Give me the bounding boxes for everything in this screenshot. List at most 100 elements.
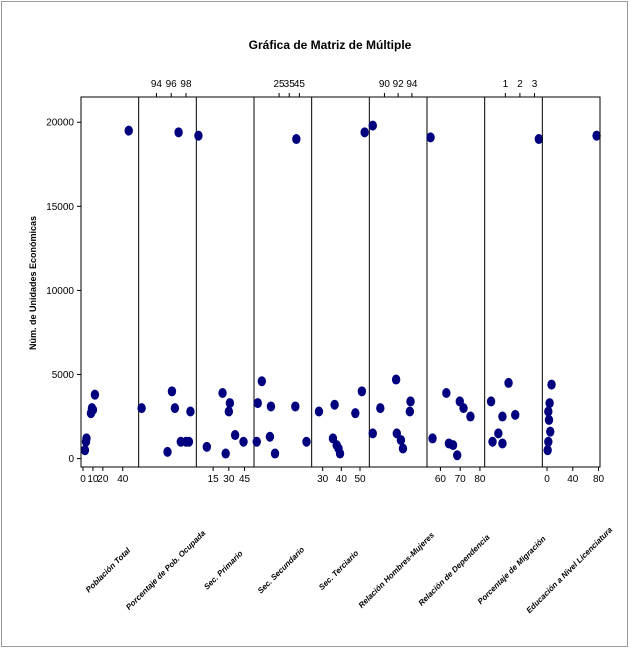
data-point: [357, 386, 367, 397]
data-point: [488, 436, 497, 447]
data-point: [498, 438, 507, 449]
x-tick-label: 40: [336, 474, 348, 485]
x-tick-label: 40: [567, 474, 579, 485]
panel-label: Sec. Primario: [202, 549, 245, 592]
x-tick-label: 10: [87, 474, 99, 485]
panel-label: Sec. Secundario: [256, 545, 306, 595]
data-point: [90, 389, 100, 400]
x-tick-label: 50: [354, 474, 366, 485]
data-point: [174, 127, 183, 138]
data-point: [543, 445, 552, 456]
y-tick-label: 10000: [46, 286, 74, 297]
top-tick-label: 94: [406, 79, 418, 90]
data-point: [405, 406, 415, 417]
y-tick-label: 5000: [52, 370, 75, 381]
data-point: [257, 376, 267, 387]
plot-area-border: [80, 96, 601, 468]
top-tick-label: 90: [379, 79, 391, 90]
top-tick-label: 35: [284, 79, 296, 90]
top-tick-label: 25: [274, 79, 286, 90]
data-point: [466, 411, 475, 422]
data-point: [82, 433, 91, 444]
top-tick-label: 45: [294, 79, 306, 90]
data-point: [368, 120, 377, 131]
data-point: [592, 130, 601, 141]
panel-label: Población Total: [84, 546, 133, 595]
data-point: [511, 409, 520, 420]
data-point: [252, 436, 261, 447]
chart-title: Gráfica de Matriz de Múltiple: [249, 38, 412, 52]
panel: 94 96 98 Porcentaje de Pob. Ocupada: [124, 79, 207, 612]
data-point: [167, 386, 177, 397]
data-point: [360, 127, 369, 138]
x-tick-label: 80: [593, 474, 605, 485]
data-point: [265, 431, 275, 442]
data-point: [545, 398, 554, 409]
data-point: [368, 428, 377, 439]
y-tick-label: 15000: [46, 202, 74, 213]
data-point: [292, 134, 301, 145]
data-point: [426, 132, 435, 143]
data-point: [218, 388, 227, 398]
data-point: [230, 430, 240, 441]
data-point: [184, 436, 194, 447]
data-point: [124, 125, 133, 136]
data-point: [314, 406, 324, 417]
data-point: [534, 134, 544, 145]
y-tick-label: 0: [68, 454, 74, 465]
x-tick-label: 20: [97, 474, 109, 485]
x-tick-label: 40: [117, 474, 129, 485]
data-point: [170, 403, 180, 414]
data-point: [137, 403, 146, 414]
data-point: [194, 130, 203, 141]
data-point: [547, 379, 556, 390]
data-point: [453, 450, 462, 461]
data-point: [330, 399, 339, 410]
data-point: [494, 428, 503, 439]
data-point: [186, 406, 195, 417]
x-tick-label: 60: [435, 474, 447, 485]
data-point: [302, 436, 311, 447]
x-tick-label: 0: [544, 474, 550, 485]
x-tick-label: 45: [239, 474, 251, 485]
data-point: [396, 435, 406, 446]
data-point: [406, 396, 415, 407]
data-point: [504, 377, 513, 388]
x-tick-label: 0: [80, 474, 86, 485]
data-point: [428, 433, 437, 444]
data-point: [442, 388, 451, 398]
data-point: [253, 398, 262, 409]
data-point: [221, 448, 230, 459]
top-tick-label: 92: [393, 79, 405, 90]
top-tick-label: 98: [180, 79, 192, 90]
data-point: [270, 448, 280, 459]
y-tick-label: 20000: [46, 118, 74, 129]
top-tick-label: 3: [532, 79, 538, 90]
panel-label: Sec. Terciario: [317, 549, 360, 592]
panel: 30 40 50 Sec. Terciario: [311, 97, 369, 592]
data-point: [376, 403, 385, 414]
data-point: [546, 426, 555, 437]
x-tick-label: 30: [317, 474, 329, 485]
x-tick-label: 80: [474, 474, 486, 485]
top-tick-label: 94: [151, 79, 163, 90]
data-point: [88, 404, 98, 415]
data-point: [351, 408, 360, 419]
panel: 25 35 45 Sec. Secundario: [252, 79, 311, 595]
panel: 15 30 45 Sec. Primario: [194, 97, 251, 592]
data-point: [266, 401, 276, 412]
x-tick-label: 15: [208, 474, 220, 485]
data-point: [202, 441, 212, 452]
y-axis-label: Núm. de Unidades Económicas: [28, 216, 38, 350]
panel-label: Porcentaje de Pob. Ocupada: [124, 528, 207, 611]
data-point: [391, 374, 401, 385]
y-axis: 0 5000 10000 15000 20000: [46, 118, 81, 465]
top-tick-label: 96: [166, 79, 178, 90]
data-point: [80, 445, 90, 456]
data-point: [544, 406, 553, 417]
